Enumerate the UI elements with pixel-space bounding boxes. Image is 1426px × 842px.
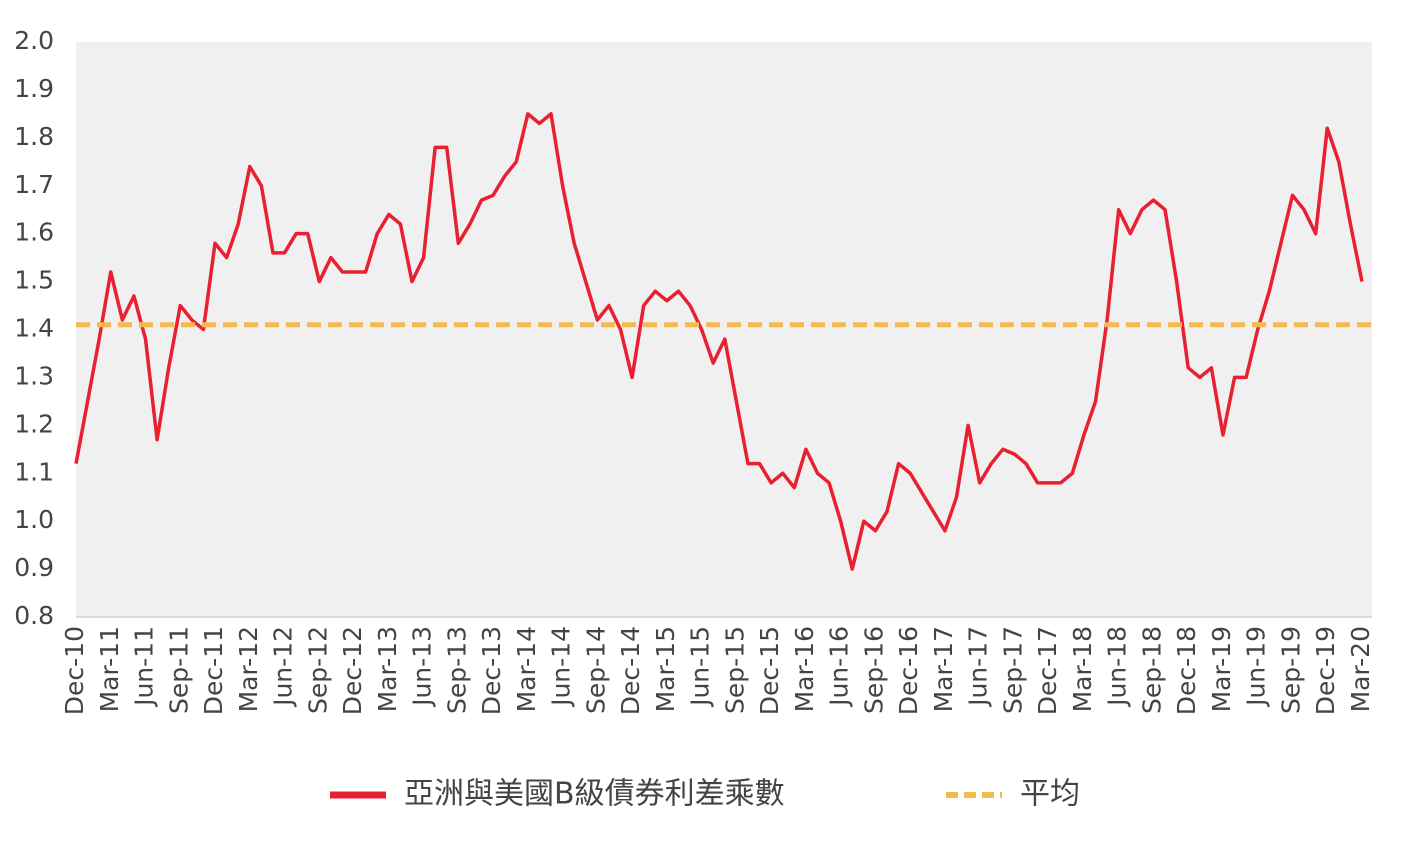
x-tick-label: Jun-14	[547, 626, 576, 708]
data-line	[74, 112, 1364, 571]
x-tick-label: Sep-14	[581, 626, 610, 714]
x-tick-label: Jun-18	[1103, 626, 1132, 708]
x-tick-label: Sep-12	[303, 626, 332, 714]
x-tick-label: Jun-16	[825, 626, 854, 708]
x-tick-label: Mar-11	[95, 626, 124, 712]
x-tick-label: Sep-17	[998, 626, 1027, 714]
x-tick-label: Mar-20	[1346, 626, 1375, 712]
x-tick-label: Sep-18	[1137, 626, 1166, 714]
y-tick-label: 1.6	[14, 218, 54, 247]
x-tick-label: Sep-15	[720, 626, 749, 714]
x-tick-label: Mar-16	[790, 626, 819, 712]
x-tick-label: Dec-15	[755, 626, 784, 715]
y-tick-label: 0.8	[14, 601, 54, 630]
y-tick-label: 0.9	[14, 553, 54, 582]
x-tick-label: Mar-14	[512, 626, 541, 712]
x-tick-label: Jun-17	[964, 626, 993, 708]
x-tick-label: Mar-19	[1207, 626, 1236, 712]
x-tick-label: Mar-13	[373, 626, 402, 712]
y-tick-label: 1.1	[14, 457, 54, 486]
x-tick-label: Dec-11	[199, 626, 228, 715]
y-tick-label: 1.2	[14, 409, 54, 438]
y-tick-label: 1.5	[14, 266, 54, 295]
x-tick-label: Mar-18	[1068, 626, 1097, 712]
x-tick-label: Jun-19	[1242, 626, 1271, 708]
y-tick-label: 1.0	[14, 505, 54, 534]
y-tick-label: 1.9	[14, 74, 54, 103]
x-tick-label: Sep-19	[1276, 626, 1305, 714]
x-tick-label: Dec-16	[894, 626, 923, 715]
x-tick-label: Sep-16	[859, 626, 888, 714]
x-tick-label: Dec-10	[60, 626, 89, 715]
x-tick-label: Dec-13	[477, 626, 506, 715]
y-tick-label: 1.4	[14, 314, 54, 343]
x-tick-label: Sep-11	[164, 626, 193, 714]
x-tick-label: Sep-13	[442, 626, 471, 714]
x-tick-label: Jun-15	[686, 626, 715, 708]
x-tick-label: Dec-17	[1033, 626, 1062, 715]
legend-label: 亞洲與美國B級債券利差乘數	[404, 777, 785, 812]
x-tick-label: Mar-15	[651, 626, 680, 712]
y-tick-label: 1.3	[14, 361, 54, 390]
y-tick-label: 1.7	[14, 170, 54, 199]
x-tick-label: Jun-11	[130, 626, 159, 708]
plot-area	[76, 42, 1372, 617]
x-tick-label: Dec-18	[1172, 626, 1201, 715]
x-tick-label: Jun-12	[269, 626, 298, 708]
x-tick-label: Dec-14	[616, 626, 645, 715]
x-tick-label: Mar-12	[234, 626, 263, 712]
x-tick-label: Jun-13	[408, 626, 437, 708]
x-tick-label: Dec-12	[338, 626, 367, 715]
legend-label: 平均	[1020, 777, 1080, 812]
y-tick-label: 2.0	[14, 26, 54, 55]
x-tick-label: Mar-17	[929, 626, 958, 712]
y-tick-label: 1.8	[14, 122, 54, 151]
x-tick-label: Dec-19	[1311, 626, 1340, 715]
